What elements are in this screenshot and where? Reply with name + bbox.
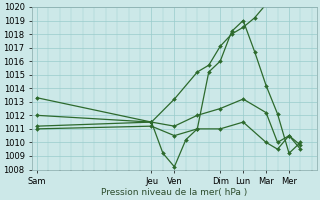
- X-axis label: Pression niveau de la mer( hPa ): Pression niveau de la mer( hPa ): [101, 188, 247, 197]
